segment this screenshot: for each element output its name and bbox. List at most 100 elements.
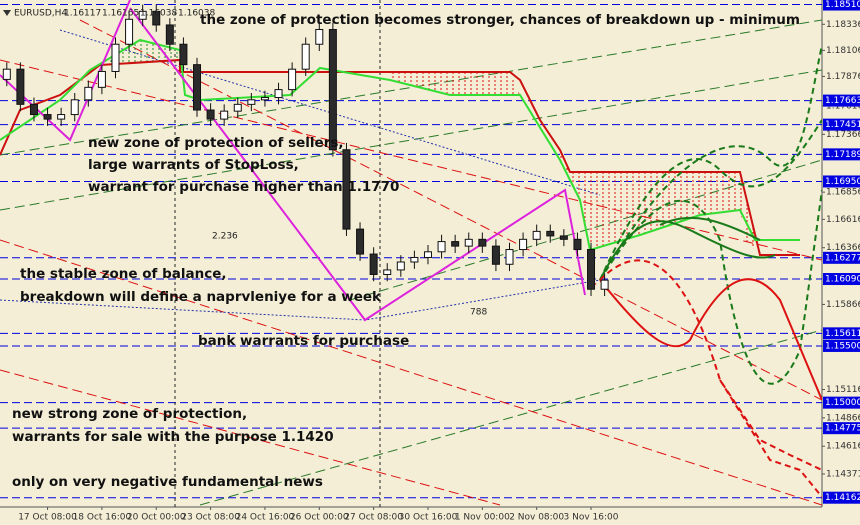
- annotation: warrant for purchase higher than 1.1770: [88, 179, 399, 195]
- candle-body: [70, 99, 79, 116]
- y-tick-label: 1.18106: [826, 46, 860, 56]
- header-value: 1.16117: [64, 9, 101, 19]
- symbol: EURUSD,H4: [14, 9, 67, 19]
- x-tick-label: 26 Oct 00:00: [290, 513, 349, 523]
- level-label-bg: [823, 273, 860, 286]
- candle-body: [464, 238, 473, 247]
- cloud: [60, 40, 180, 100]
- candle-body: [328, 28, 337, 151]
- annotation: breakdown will define a naprvleniye for …: [20, 289, 382, 305]
- x-tick-label: 23 Oct 08:00: [181, 513, 240, 523]
- candles: [2, 4, 609, 297]
- level-label-bg: [823, 491, 860, 504]
- level-label-bg: [823, 175, 860, 188]
- candle-body: [423, 251, 432, 258]
- candle-body: [356, 228, 365, 255]
- candle-body: [152, 10, 161, 26]
- trend-line: [0, 239, 822, 506]
- candle-body: [383, 269, 392, 275]
- level-label-bg: [823, 94, 860, 107]
- x-tick-label: 20 Oct 00:00: [127, 513, 186, 523]
- annotation: the zone of protection becomes stronger,…: [200, 12, 800, 28]
- candle-body: [179, 43, 188, 66]
- trend-line: [0, 69, 822, 211]
- candle-body: [220, 110, 229, 120]
- level-label: 1.15000: [825, 398, 860, 408]
- candle-body: [193, 64, 202, 111]
- forecast-curve: [719, 379, 822, 498]
- level-label: 1.16950: [825, 177, 860, 187]
- level-label: 1.17663: [825, 96, 860, 106]
- forecast-curve: [659, 216, 761, 241]
- candle-body: [437, 241, 446, 253]
- senkou-line: [0, 38, 800, 252]
- candle-body: [410, 256, 419, 263]
- annotation: the stable zone of balance,: [20, 266, 227, 282]
- candle-body: [491, 245, 500, 265]
- x-tick-label: 3 Nov 16:00: [564, 513, 619, 523]
- trend-line: [79, 19, 822, 401]
- forecast-curve: [599, 259, 822, 471]
- candle-body: [532, 230, 541, 240]
- level-label-bg: [823, 422, 860, 435]
- annotation: only on very negative fundamental news: [12, 474, 323, 490]
- level-label: 1.16277: [825, 253, 860, 263]
- forecast-curve: [599, 44, 822, 281]
- level-label: 1.17189: [825, 150, 860, 160]
- level-label-bg: [823, 396, 860, 409]
- level-label: 1.14162: [825, 493, 860, 503]
- annotation: warrants for sale with the purpose 1.142…: [12, 429, 334, 445]
- forecast-curve: [599, 119, 822, 281]
- level-label-bg: [823, 0, 860, 11]
- x-tick-label: 27 Oct 08:00: [344, 513, 403, 523]
- candle-body: [505, 249, 514, 265]
- header-value: 1.16038: [178, 9, 215, 19]
- candle-body: [43, 114, 52, 120]
- level-label-bg: [823, 118, 860, 131]
- x-tick-label: 1 Nov 00:00: [455, 513, 510, 523]
- level-label: 1.15500: [825, 341, 860, 351]
- candle-body: [478, 238, 487, 247]
- drawings: [0, 0, 822, 507]
- level-label: 1.15611: [825, 329, 860, 339]
- header: EURUSD,H41.16117 1.16165 1.16038 1.16038: [14, 9, 215, 19]
- y-tick-label: 1.14616: [826, 442, 860, 452]
- level-label: 1.14775: [825, 424, 860, 434]
- y-tick-label: 1.15866: [826, 300, 860, 310]
- candle-body: [138, 10, 147, 20]
- header-value: 1.16165: [102, 9, 139, 19]
- trend-line: [199, 329, 822, 506]
- candle-body: [369, 253, 378, 275]
- kijun-line: [0, 58, 800, 256]
- x-tick-label: 18 Oct 16:00: [73, 513, 132, 523]
- cloud: [560, 150, 760, 255]
- y-tick-label: 1.16856: [826, 188, 860, 198]
- y-tick-label: 1.14866: [826, 413, 860, 423]
- candle-body: [519, 238, 528, 251]
- candle-body: [125, 18, 134, 45]
- candle-body: [233, 103, 242, 112]
- trend-line: [0, 19, 822, 156]
- cloud: [390, 72, 520, 95]
- x-tick-label: 2 Nov 08:00: [509, 513, 564, 523]
- candle-body: [97, 70, 106, 88]
- annotation: new strong zone of protection,: [12, 406, 247, 422]
- candle-body: [206, 109, 215, 120]
- candle-body: [342, 149, 351, 230]
- candle-body: [29, 103, 38, 116]
- header-value: 1.16038: [140, 9, 177, 19]
- level-label-bg: [823, 148, 860, 161]
- annotation: bank warrants for purchase: [198, 333, 409, 349]
- x-tick-label: 30 Oct 16:00: [399, 513, 458, 523]
- candle-body: [600, 279, 609, 290]
- candle-body: [111, 43, 120, 72]
- annotation: 2.236: [212, 232, 238, 242]
- candle-body: [559, 235, 568, 240]
- level-label-bg: [823, 251, 860, 264]
- candle-body: [546, 230, 555, 237]
- trend-line: [0, 59, 822, 261]
- forecast-curve: [599, 189, 822, 385]
- symbol-icon: [3, 10, 11, 16]
- annotation: new zone of protection of sellers,: [88, 135, 344, 151]
